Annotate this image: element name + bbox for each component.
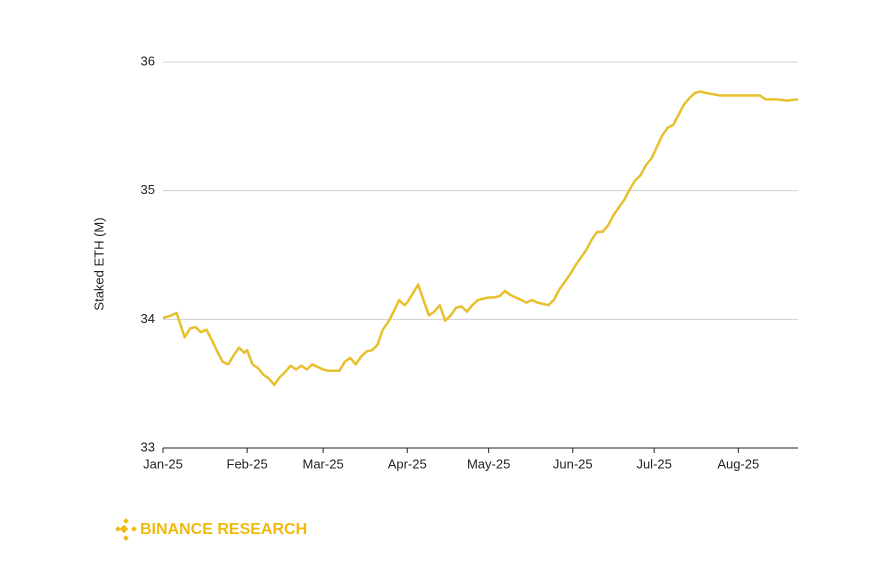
x-tick-label: Jul-25 <box>636 456 671 471</box>
y-axis-label: Staked ETH (M) <box>91 217 106 310</box>
x-tick-label: Jan-25 <box>143 456 183 471</box>
y-tick-label: 35 <box>141 182 155 197</box>
y-tick-label: 33 <box>141 439 155 454</box>
x-tick-label: Feb-25 <box>227 456 268 471</box>
x-tick-label: May-25 <box>467 456 510 471</box>
y-tick-label: 34 <box>141 311 155 326</box>
y-tick-label: 36 <box>141 53 155 68</box>
line-series <box>162 90 799 387</box>
logo-icon <box>115 518 137 541</box>
x-tick-label: Mar-25 <box>303 456 344 471</box>
x-tick-label: Aug-25 <box>717 456 759 471</box>
x-tick-label: Apr-25 <box>388 456 427 471</box>
source-logo: BINANCE RESEARCH <box>140 521 307 538</box>
x-tick-label: Jun-25 <box>553 456 593 471</box>
